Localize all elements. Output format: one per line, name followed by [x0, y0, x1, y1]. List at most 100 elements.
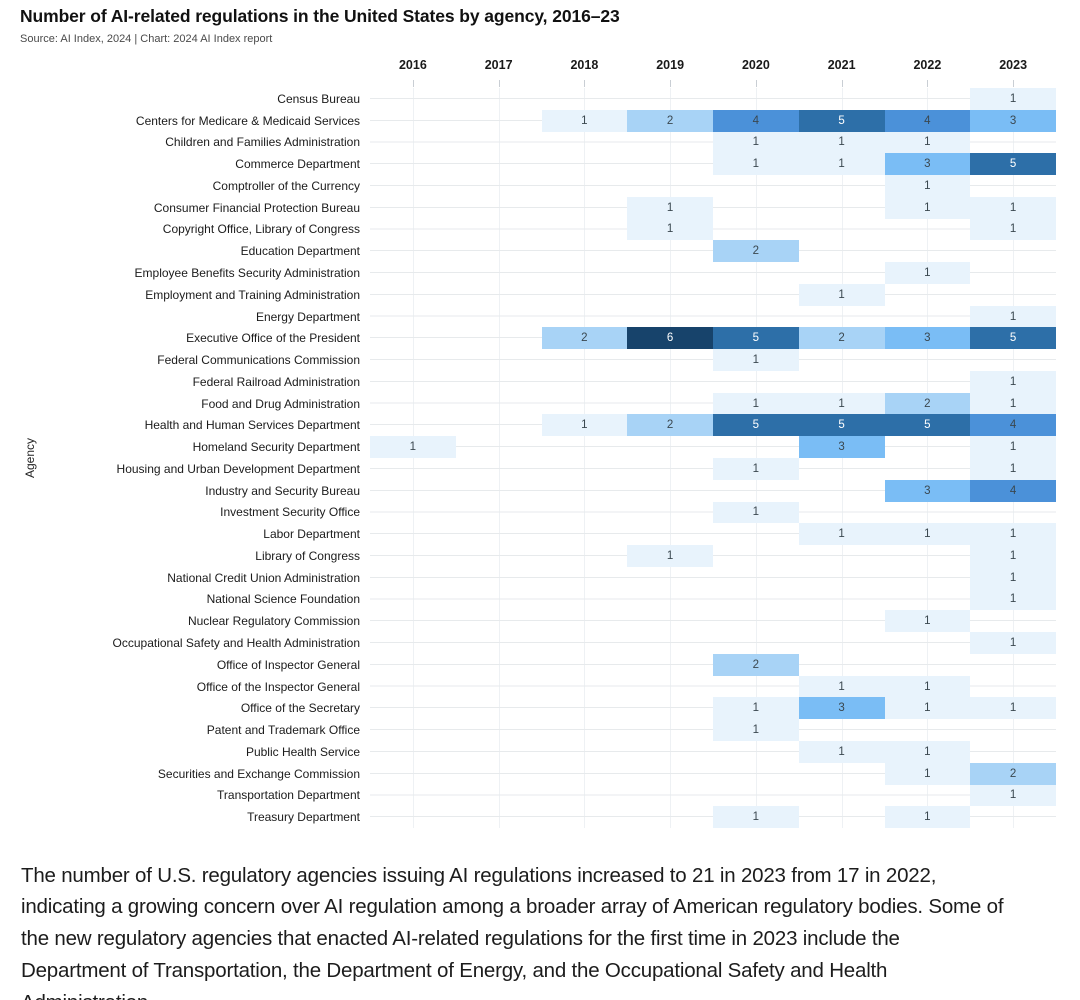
- agency-label: Patent and Trademark Office: [206, 723, 360, 738]
- heatmap-cell: 1: [970, 196, 1056, 219]
- heatmap-cell: [542, 676, 628, 698]
- heatmap-row: 1 3 1: [370, 436, 1056, 459]
- heatmap-cell: 3: [884, 153, 971, 176]
- agency-label: Treasury Department: [247, 810, 360, 825]
- heatmap-cell: 1: [713, 458, 799, 480]
- agency-label: Centers for Medicare & Medicaid Services: [135, 113, 360, 128]
- heatmap-cell: 1: [970, 523, 1056, 546]
- heatmap-cell: 2: [627, 109, 713, 132]
- heatmap-cell: [970, 240, 1056, 262]
- heatmap-cell: 5: [970, 153, 1056, 176]
- agency-label: Health and Human Services Department: [144, 418, 360, 433]
- heatmap-cell: 5: [970, 327, 1056, 350]
- heatmap-cell: [456, 632, 542, 654]
- heatmap-cell: [713, 589, 799, 611]
- heatmap-cell: 1: [970, 566, 1056, 589]
- agency-label: Investment Security Office: [220, 505, 360, 520]
- heatmap-cell: [799, 763, 885, 785]
- heatmap-cell: [627, 306, 713, 328]
- heatmap-cell: 1: [970, 88, 1056, 110]
- heatmap-cell: [370, 676, 456, 698]
- heatmap-cell: [885, 785, 971, 807]
- agency-label: Census Bureau: [277, 91, 360, 106]
- heatmap-cell: [713, 88, 799, 110]
- heatmap-cell: [970, 806, 1056, 828]
- heatmap-cell: [627, 806, 713, 828]
- axis-tick: [755, 80, 757, 87]
- agency-label: Labor Department: [263, 527, 360, 542]
- heatmap-cell: [627, 785, 713, 807]
- heatmap-cell: [456, 458, 542, 480]
- heatmap-cell: [456, 371, 542, 393]
- heatmap-cell: [456, 88, 542, 110]
- heatmap-cell: [456, 132, 542, 154]
- heatmap-cell: 1: [627, 196, 713, 219]
- axis-tick: [927, 80, 929, 87]
- heatmap-row: 2: [370, 653, 1056, 676]
- heatmap-cell: [456, 175, 542, 197]
- axis-tick: [670, 80, 672, 87]
- heatmap-cell: [799, 88, 885, 110]
- heatmap-cell: [799, 306, 885, 328]
- heatmap-cell: 5: [713, 414, 799, 437]
- heatmap-cell: [456, 545, 542, 567]
- heatmap-cell: [542, 371, 628, 393]
- heatmap-cell: 2: [541, 327, 628, 350]
- heatmap-cell: [542, 458, 628, 480]
- heatmap-cell: 1: [541, 414, 628, 437]
- year-label: 2023: [999, 58, 1028, 72]
- heatmap-cell: [627, 654, 713, 676]
- heatmap-row: 1: [370, 283, 1056, 306]
- caption-text: The number of U.S. regulatory agencies i…: [21, 863, 1004, 1000]
- heatmap-cell: 1: [713, 131, 799, 154]
- heatmap-cell: 1: [970, 588, 1056, 611]
- heatmap-cell: 1: [970, 545, 1056, 567]
- heatmap-cell: [370, 240, 456, 262]
- heatmap-cell: 5: [884, 414, 971, 437]
- agency-label: Securities and Exchange Commission: [157, 766, 360, 781]
- heatmap-cell: [713, 306, 799, 328]
- heatmap-cell: [456, 414, 542, 436]
- heatmap-cell: 2: [713, 653, 799, 676]
- heatmap-cell: [885, 306, 971, 328]
- heatmap-cell: [542, 436, 628, 458]
- heatmap-cell: [542, 88, 628, 110]
- heatmap-cell: [542, 349, 628, 371]
- heatmap-cell: [542, 610, 628, 632]
- heatmap-cell: 1: [884, 523, 971, 546]
- heatmap-cell: [542, 480, 628, 502]
- heatmap-cell: 4: [970, 479, 1056, 502]
- heatmap-cell: 3: [798, 697, 885, 720]
- heatmap-cell: [713, 262, 799, 284]
- heatmap-cell: 1: [970, 697, 1056, 720]
- heatmap-cell: 3: [884, 327, 971, 350]
- heatmap-cell: 1: [884, 675, 971, 698]
- heatmap-cell: [885, 632, 971, 654]
- heatmap-cell: [885, 349, 971, 371]
- heatmap-cell: [627, 567, 713, 589]
- heatmap-cell: [456, 436, 542, 458]
- heatmap-cell: [370, 197, 456, 219]
- heatmap-cell: [627, 697, 713, 719]
- heatmap-cell: [456, 719, 542, 741]
- heatmap-cell: [799, 175, 885, 197]
- heatmap-cell: [542, 306, 628, 328]
- axis-tick: [584, 80, 586, 87]
- heatmap-cell: [456, 349, 542, 371]
- axis-tick: [841, 80, 843, 87]
- heatmap-cell: 2: [798, 327, 885, 350]
- heatmap-cell: 5: [798, 109, 885, 132]
- heatmap-cell: [799, 785, 885, 807]
- heatmap-cell: [542, 632, 628, 654]
- agency-label: Executive Office of the President: [186, 331, 360, 346]
- heatmap-cell: 1: [713, 153, 799, 176]
- agency-label: Public Health Service: [245, 744, 360, 759]
- heatmap-cell: [713, 610, 799, 632]
- axis-tick: [1013, 80, 1015, 87]
- heatmap-cell: [799, 349, 885, 371]
- heatmap-cell: [370, 697, 456, 719]
